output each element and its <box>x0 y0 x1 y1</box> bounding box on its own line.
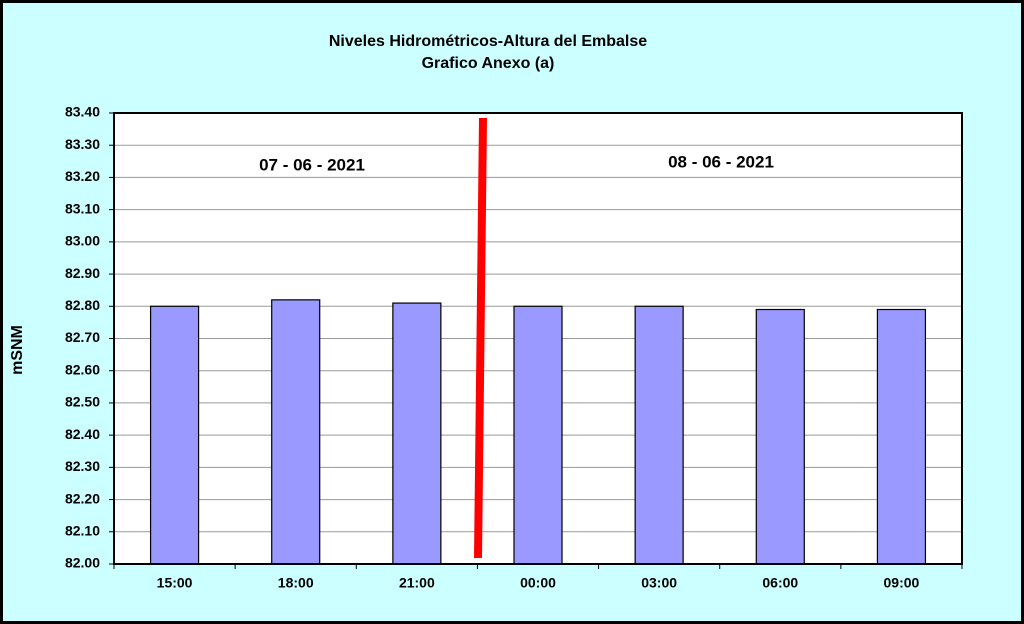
x-tick-label: 03:00 <box>641 575 677 591</box>
y-tick-label: 82.10 <box>65 522 100 538</box>
y-tick-label: 82.90 <box>65 265 100 281</box>
y-tick-label: 83.30 <box>65 136 100 152</box>
x-tick-label: 09:00 <box>884 575 920 591</box>
bar <box>755 308 805 565</box>
y-tick-label: 83.40 <box>65 104 100 120</box>
chart-subtitle: Grafico Anexo (a) <box>422 55 555 72</box>
y-axis-label: mSNM <box>9 325 26 375</box>
plot-border <box>113 112 963 565</box>
y-tick-label: 82.40 <box>65 426 100 442</box>
y-tick-label: 83.00 <box>65 233 100 249</box>
chart-title: Niveles Hidrométricos-Altura del Embalse <box>329 33 647 50</box>
y-tick-label: 83.10 <box>65 200 100 216</box>
x-tick-label: 00:00 <box>520 575 556 591</box>
y-tick-label: 82.80 <box>65 297 100 313</box>
y-tick-label: 82.20 <box>65 490 100 506</box>
bar <box>513 305 563 565</box>
bar <box>392 302 442 565</box>
annotation: 07 - 06 - 2021 <box>259 155 365 174</box>
y-tick-label: 83.20 <box>65 168 100 184</box>
divider-line <box>474 117 487 559</box>
y-tick-label: 82.50 <box>65 394 100 410</box>
x-tick-label: 21:00 <box>399 575 435 591</box>
annotation: 08 - 06 - 2021 <box>668 152 774 171</box>
x-tick-label: 06:00 <box>762 575 798 591</box>
x-tick-label: 18:00 <box>278 575 314 591</box>
y-tick-label: 82.60 <box>65 361 100 377</box>
bar <box>271 299 321 565</box>
bar <box>634 305 684 565</box>
bar <box>876 308 927 565</box>
y-tick-label: 82.00 <box>65 555 100 571</box>
x-tick-label: 15:00 <box>157 575 193 591</box>
bar <box>149 305 200 565</box>
y-tick-label: 82.70 <box>65 329 100 345</box>
y-tick-label: 82.30 <box>65 458 100 474</box>
